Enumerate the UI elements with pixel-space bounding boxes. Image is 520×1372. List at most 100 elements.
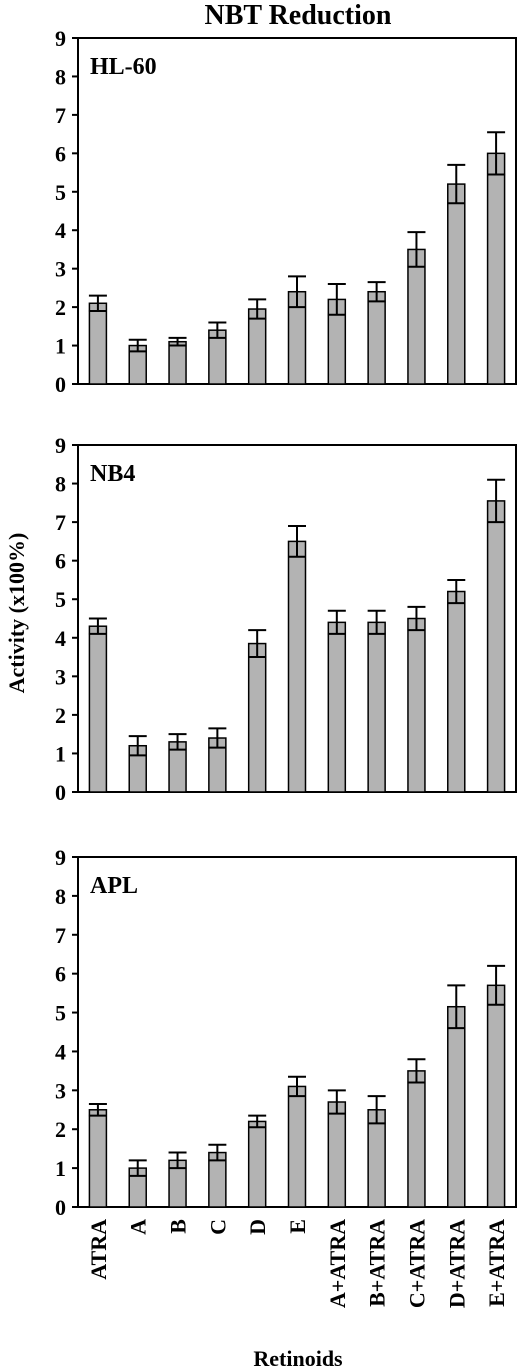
error-bar [208,321,227,339]
y-tick-label: 9 [55,845,66,870]
x-category-label: E [285,1219,310,1234]
y-tick-label: 2 [55,703,66,728]
chart-title: NBT Reduction [205,0,392,31]
bar-c-plus-atra [407,617,426,793]
y-tick-label: 1 [55,1156,66,1181]
error-bar [208,1143,227,1162]
bar-d-plus-atra [447,183,466,385]
bar-atra [88,302,108,385]
x-category-labels: ATRA A B C D E A+ATRA B+ATRA C+ATRA D+ATRA E+ATRA [86,1219,509,1308]
bar-d-plus-atra [447,1005,466,1208]
x-axis-title: Retinoids [253,1346,343,1371]
error-bar [447,578,466,605]
bar-e [287,1085,307,1208]
error-bar [128,1159,147,1177]
y-tick-label: 3 [55,664,66,689]
y-tick-label: 0 [55,372,66,397]
bar-a-plus-atra [327,621,347,793]
y-tick-label: 1 [55,334,66,359]
x-category-label: D+ATRA [444,1219,469,1308]
error-bar [248,1114,267,1129]
y-axis-title: Activity (x100%) [4,533,29,694]
error-bar [168,1151,187,1170]
x-category-label: A [126,1219,151,1235]
error-bar [407,231,426,268]
x-category-label: ATRA [86,1219,111,1280]
y-tick-label: 7 [55,103,66,128]
bar-b-plus-atra [367,290,386,385]
y-tick-label: 5 [55,180,66,205]
error-bar [88,617,107,635]
error-bar [447,984,466,1030]
bar-c-plus-atra [407,248,426,385]
bar-e-plus-atra [486,152,506,385]
error-bar [367,281,386,303]
panel-label: NB4 [90,461,135,487]
error-bar [128,338,147,353]
error-bar [327,609,346,635]
error-bar [288,524,306,558]
x-category-label: B [166,1219,191,1234]
error-bar [128,735,147,757]
error-bar [168,733,187,751]
error-bar [88,294,107,312]
x-category-label: C [205,1219,230,1235]
error-bar [248,629,267,659]
error-bar [288,275,306,309]
chart-panels: 0 1 2 3 4 5 6 7 8 9 HL-60 0 1 2 3 4 5 6 7 8 9 NB4 0 1 2 3 4 5 6 7 8 9 AP… [55,26,517,1220]
y-tick-label: 4 [55,218,66,243]
y-tick-label: 8 [55,472,66,497]
bar-atra [88,625,108,793]
y-tick-label: 9 [55,26,66,51]
bar-a-plus-atra [327,1101,347,1208]
x-category-label: C+ATRA [404,1219,429,1308]
y-tick-label: 8 [55,64,66,89]
y-tick-label: 2 [55,295,66,320]
y-tick-label: 8 [55,884,66,909]
bar-d [247,1120,267,1208]
y-tick-label: 3 [55,257,66,282]
bar-b [168,340,187,385]
y-tick-label: 5 [55,1001,66,1026]
error-bar [367,609,386,635]
y-tick-label: 0 [55,780,66,805]
y-tick-label: 1 [55,741,66,766]
y-tick-label: 9 [55,433,66,458]
panel-label: HL-60 [90,54,157,80]
panel-label: APL [90,873,138,899]
y-tick-label: 0 [55,1195,66,1220]
y-tick-label: 5 [55,587,66,612]
bar-d [247,308,267,385]
panel-apl: 0 1 2 3 4 5 6 7 8 9 APL [55,845,517,1220]
error-bar [447,163,466,205]
panel-nb4: 0 1 2 3 4 5 6 7 8 9 NB4 [55,433,517,805]
y-tick-label: 4 [55,626,66,651]
error-bar [327,1089,346,1115]
y-tick-label: 4 [55,1039,66,1064]
error-bar [487,964,506,1006]
bar-d-plus-atra [447,590,466,793]
y-tick-label: 6 [55,141,66,166]
x-category-label: B+ATRA [365,1219,390,1307]
bar-e-plus-atra [486,500,506,793]
error-bar [487,478,506,524]
error-bar [288,1075,306,1098]
error-bar [168,336,187,347]
y-tick-label: 6 [55,549,66,574]
bar-b-plus-atra [367,621,386,793]
x-category-label: A+ATRA [325,1219,350,1308]
panel-hl-60: 0 1 2 3 4 5 6 7 8 9 HL-60 [55,26,517,397]
error-bar [88,1102,107,1117]
error-bar [327,283,346,316]
bar-c-plus-atra [407,1070,426,1208]
y-tick-label: 7 [55,510,66,535]
x-category-label: D [245,1219,270,1235]
error-bar [487,131,506,176]
bar-e [287,540,307,793]
y-tick-label: 2 [55,1117,66,1142]
error-bar [248,298,267,320]
error-bar [407,1058,426,1084]
bar-atra [88,1109,108,1208]
error-bar [208,727,227,749]
